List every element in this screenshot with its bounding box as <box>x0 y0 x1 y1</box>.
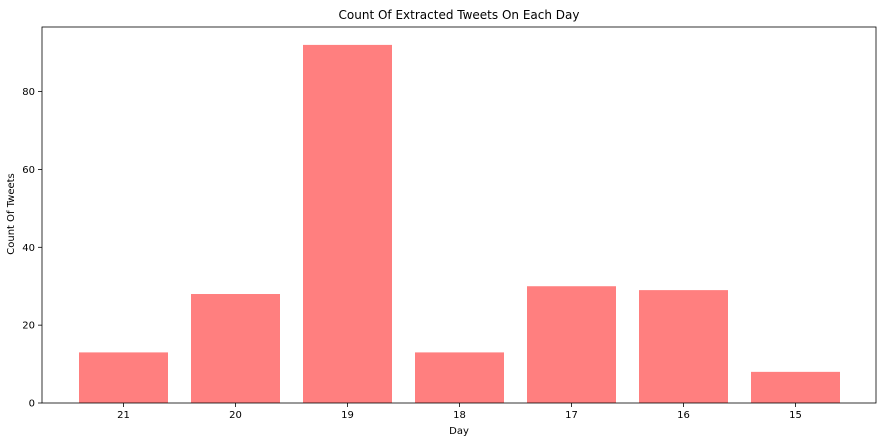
y-tick-label: 60 <box>22 165 35 176</box>
y-tick-label: 0 <box>29 399 35 410</box>
x-axis-label: Day <box>449 426 469 437</box>
bar-15 <box>751 371 840 403</box>
ticks-layer: 21 20 19 18 17 16 15 0 20 40 60 80 <box>22 87 802 421</box>
bar-21 <box>79 352 168 403</box>
chart-title: Count Of Extracted Tweets On Each Day <box>339 8 580 22</box>
bar-19 <box>303 44 392 404</box>
x-tick-label: 18 <box>453 410 466 421</box>
x-tick-label: 19 <box>341 410 354 421</box>
bars-layer <box>79 44 840 404</box>
y-axis-label: Count Of Tweets <box>6 173 17 255</box>
x-tick-label: 16 <box>677 410 690 421</box>
x-tick-label: 15 <box>789 410 802 421</box>
y-tick-label: 80 <box>22 87 35 98</box>
x-tick-label: 20 <box>229 410 242 421</box>
x-tick-label: 21 <box>117 410 130 421</box>
bar-17 <box>527 286 616 403</box>
y-tick-label: 40 <box>22 243 35 254</box>
plot-frame <box>41 26 877 404</box>
x-tick-label: 17 <box>565 410 578 421</box>
bar-16 <box>639 290 728 403</box>
bar-20 <box>191 294 280 403</box>
bar-18 <box>415 352 504 403</box>
y-tick-label: 20 <box>22 321 35 332</box>
